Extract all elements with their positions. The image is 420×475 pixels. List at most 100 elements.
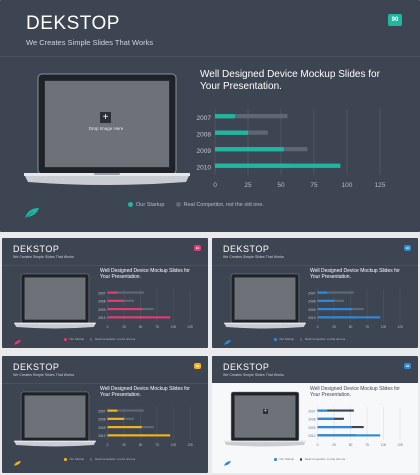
page-number-badge: 90 [388,14,402,26]
bar-startup [107,299,124,302]
page-number-badge: 92 [404,245,411,251]
bar-startup [317,291,328,294]
slide-title: DEKSTOP [26,13,120,34]
header-divider [2,383,208,384]
legend-primary-label: Our Startup [69,457,84,461]
laptop-mockup [14,391,96,447]
legend-secondary-label: Real Competitor, not the old one. [183,202,264,208]
chart-legend: Our Startup Real Competitor, not the old… [64,337,136,341]
chart-legend: Our Startup Real Competitor, not the old… [274,337,346,341]
y-category-label: 2009 [308,308,315,312]
bar-startup [107,417,124,420]
x-tick-label: 50 [139,325,143,329]
x-tick-label: 100 [381,443,387,447]
legend-dot-primary [274,338,277,341]
bar-startup [107,291,118,294]
x-tick-label: 50 [349,443,353,447]
y-category-label: 2010 [98,434,105,438]
page-number-badge: 94 [404,363,411,369]
laptop-mockup [14,273,96,329]
x-tick-label: 125 [397,443,403,447]
y-category-label: 2008 [197,131,212,138]
bar-chart: 0 25 50 75 100 125 2007 2008 2009 2010 [98,289,193,329]
slide-title: DEKSTOP [223,362,270,372]
slide-subtitle: We Creates Simple Slides That Works [13,255,74,259]
drop-image-icon[interactable]: + [263,408,268,414]
slide-heading: Well Designed Device Mockup Slides for Y… [310,386,400,399]
leaf-logo-icon [14,340,21,345]
slide-thumbnail-magenta[interactable]: DEKSTOP We Creates Simple Slides That Wo… [2,238,208,348]
x-tick-label: 25 [122,325,126,329]
bar-startup [317,409,328,412]
heading-line2: Your Presentation. [100,273,141,280]
x-tick-label: 75 [155,443,159,447]
laptop-screen [45,81,169,167]
x-tick-label: 25 [244,182,252,189]
slide-subtitle: We Creates Simple Slides That Works [13,373,74,377]
y-category-label: 2008 [308,300,315,304]
x-tick-label: 50 [277,182,285,189]
x-tick-label: 25 [332,325,336,329]
legend-primary-label: Our Startup [136,202,165,208]
drop-image-label: Drop Image Here [88,126,124,131]
bar-chart: 0 25 50 75 100 125 2007 2008 2009 2010 [197,109,386,189]
x-tick-label: 100 [171,443,177,447]
bar-startup [317,316,381,319]
slide-thumbnail-blue[interactable]: DEKSTOP We Creates Simple Slides That Wo… [212,238,418,348]
slide-thumbnail-light[interactable]: DEKSTOP We Creates Simple Slides That Wo… [212,356,418,473]
slide-main[interactable]: DEKSTOP We Creates Simple Slides That Wo… [0,0,420,232]
heading-line2: Your Presentation. [100,391,141,398]
bar-competitor [107,291,144,294]
slide-subtitle: We Creates Simple Slides That Works [223,255,284,259]
bar-startup [107,316,171,319]
y-category-label: 2010 [98,316,105,320]
bar-startup [107,426,142,429]
x-tick-label: 100 [381,325,387,329]
bar-chart: 0 25 50 75 100 125 2007 2008 2009 2010 [98,407,193,447]
slide-title: DEKSTOP [13,362,60,372]
laptop-mockup [224,273,306,329]
page-number-badge: 91 [194,245,201,251]
slide-subtitle: We Creates Simple Slides That Works [26,38,154,47]
heading-line1: Well Designed Device Mockup Slides for [100,386,190,392]
bar-competitor [215,113,288,119]
y-category-label: 2008 [98,418,105,422]
heading-line1: Well Designed Device Mockup Slides for [310,268,400,274]
y-category-label: 2010 [197,164,212,171]
chart-legend: Our Startup Real Competitor, not the old… [274,457,346,461]
legend-secondary-label: Real Competitor, not the old one. [305,457,346,461]
legend-dot-primary [64,338,67,341]
y-category-label: 2010 [308,434,315,438]
x-tick-label: 100 [171,325,177,329]
legend-dot-secondary [89,338,93,341]
legend-dot-primary [274,458,277,461]
x-tick-label: 125 [375,182,386,189]
bar-competitor [317,409,354,412]
slide-heading: Well Designed Device Mockup Slides for Y… [200,69,380,92]
legend-primary-label: Our Startup [279,457,294,461]
legend-dot-secondary [299,338,303,341]
y-category-label: 2008 [98,300,105,304]
y-category-label: 2008 [308,418,315,422]
chart-legend: Our Startup Real Competitor, not the old… [64,457,136,461]
slide-heading: Well Designed Device Mockup Slides for Y… [100,386,190,399]
y-category-label: 2007 [308,291,315,295]
x-tick-label: 125 [187,443,193,447]
legend-secondary-label: Real Competitor, not the old one. [95,457,136,461]
y-category-label: 2007 [308,409,315,413]
x-tick-label: 50 [139,443,143,447]
x-tick-label: 0 [317,325,319,329]
leaf-logo-icon [224,461,231,466]
drop-image-icon[interactable]: + [100,112,111,123]
chart-legend: Our Startup Real Competitor, not the old… [128,202,264,208]
x-tick-label: 0 [213,182,217,189]
legend-dot-secondary [89,458,93,461]
slide-thumbnail-orange[interactable]: DEKSTOP We Creates Simple Slides That Wo… [2,356,208,473]
x-tick-label: 50 [349,325,353,329]
leaf-logo-icon [24,208,39,219]
laptop-mockup [24,73,190,185]
bar-startup [317,299,334,302]
heading-line2: Your Presentation. [310,273,351,280]
legend-dot-primary [64,458,67,461]
y-category-label: 2009 [98,426,105,430]
